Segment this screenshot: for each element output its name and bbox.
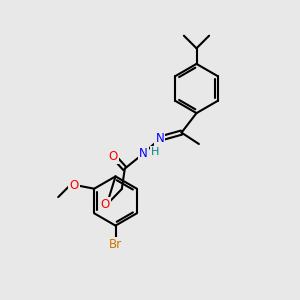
- Text: O: O: [101, 198, 110, 211]
- Text: O: O: [109, 149, 118, 163]
- Text: N: N: [139, 147, 148, 160]
- Text: N: N: [155, 132, 164, 145]
- Text: O: O: [70, 179, 79, 192]
- Text: Br: Br: [109, 238, 122, 251]
- Text: H: H: [151, 147, 159, 157]
